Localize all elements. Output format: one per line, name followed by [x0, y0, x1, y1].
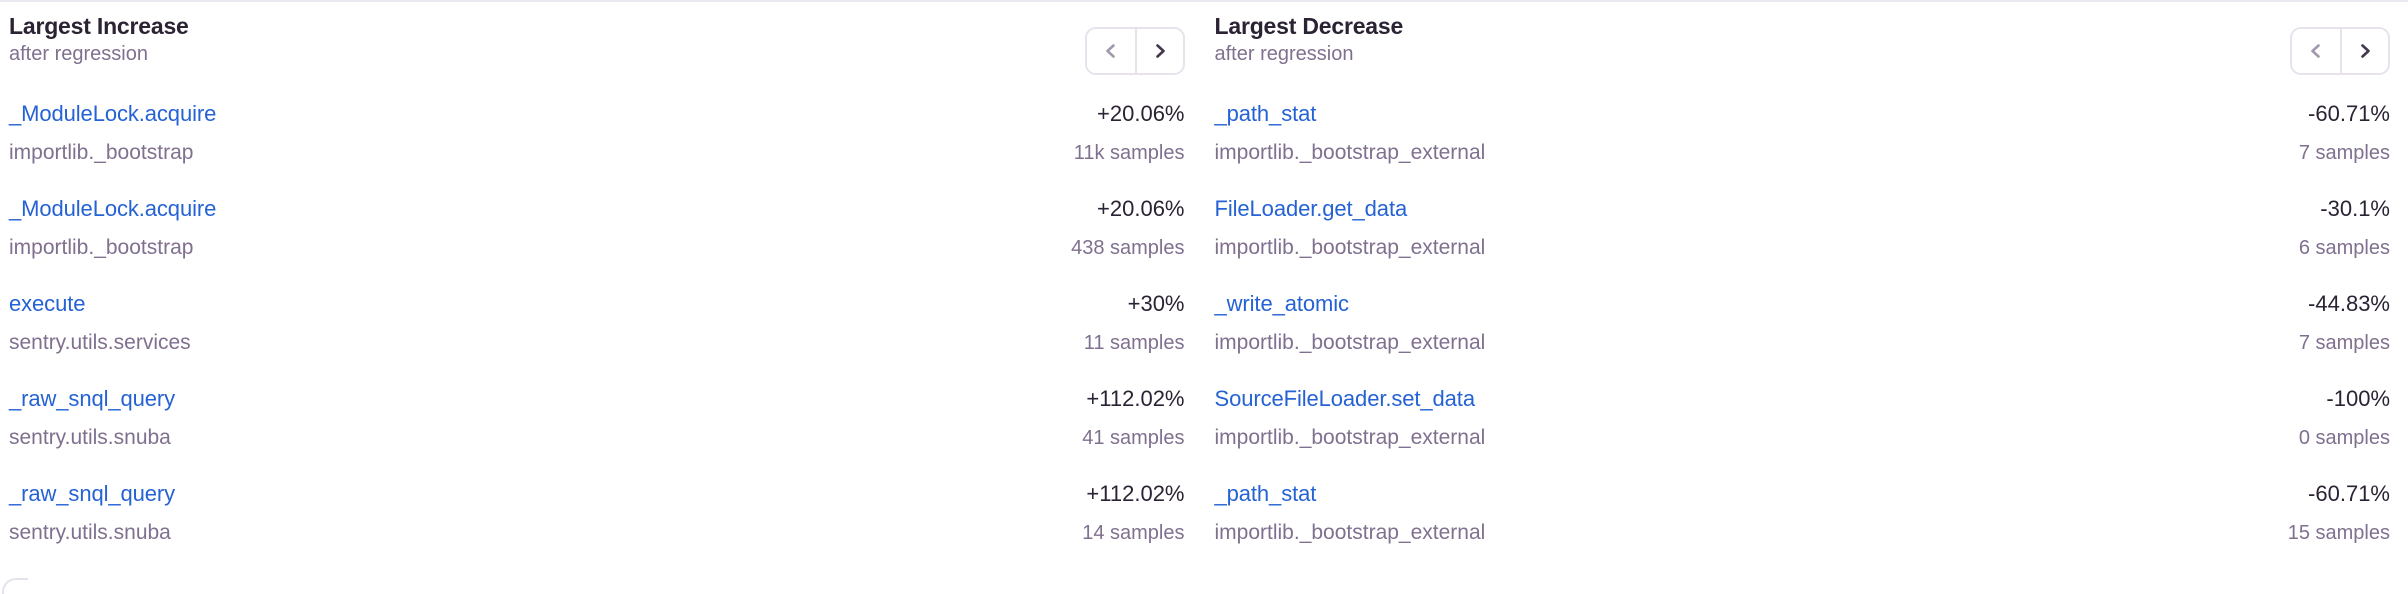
sample-count: 6 samples: [2298, 237, 2390, 259]
next-card-corner: [2, 578, 28, 594]
change-percent: -44.83%: [2308, 291, 2390, 316]
function-row: execute sentry.utils.services +30% 11 sa…: [9, 291, 1185, 386]
change-percent: -60.71%: [2308, 101, 2390, 126]
chevron-left-icon: [1105, 44, 1115, 58]
function-link[interactable]: SourceFileLoader.set_data: [1214, 386, 1476, 411]
chevron-right-icon: [1155, 44, 1165, 58]
change-percent: -60.71%: [2308, 481, 2390, 506]
function-link[interactable]: _ModuleLock.acquire: [9, 196, 217, 221]
panel-header: Largest Decrease after regression: [1215, 12, 2390, 75]
next-page-button[interactable]: [1134, 29, 1183, 73]
prev-page-button[interactable]: [1086, 29, 1135, 73]
panel-subtitle: after regression: [1214, 43, 1354, 65]
package-label: importlib._bootstrap_external: [1214, 141, 1486, 164]
sample-count: 11 samples: [1083, 332, 1185, 354]
package-label: sentry.utils.services: [9, 331, 191, 354]
package-label: sentry.utils.snuba: [9, 521, 171, 544]
function-row: _raw_snql_query sentry.utils.snuba +112.…: [9, 481, 1185, 576]
sample-count: 11k samples: [1073, 142, 1185, 164]
function-link[interactable]: _path_stat: [1214, 101, 1317, 126]
change-percent: +20.06%: [1097, 101, 1185, 126]
function-link[interactable]: FileLoader.get_data: [1214, 196, 1408, 221]
sample-count: 41 samples: [1082, 427, 1185, 449]
function-row: FileLoader.get_data importlib._bootstrap…: [1215, 196, 2391, 291]
next-page-button[interactable]: [2340, 29, 2388, 73]
change-percent: +30%: [1127, 291, 1185, 316]
function-link[interactable]: _path_stat: [1214, 481, 1317, 506]
function-row: _ModuleLock.acquire importlib._bootstrap…: [9, 196, 1185, 291]
package-label: importlib._bootstrap_external: [1214, 331, 1486, 354]
panel-title: Largest Increase: [9, 13, 189, 39]
panel-heading: Largest Increase after regression: [9, 12, 189, 66]
function-link[interactable]: _raw_snql_query: [9, 481, 176, 506]
function-link[interactable]: _raw_snql_query: [9, 386, 176, 411]
package-label: importlib._bootstrap: [9, 236, 194, 259]
function-row: _raw_snql_query sentry.utils.snuba +112.…: [9, 386, 1185, 481]
package-label: importlib._bootstrap: [9, 141, 194, 164]
sample-count: 0 samples: [2298, 427, 2390, 449]
change-percent: +112.02%: [1086, 481, 1185, 506]
change-percent: +112.02%: [1086, 386, 1185, 411]
panel-subtitle: after regression: [9, 43, 148, 65]
sample-count: 7 samples: [2298, 332, 2390, 354]
panel-heading: Largest Decrease after regression: [1215, 12, 1404, 66]
prev-page-button[interactable]: [2292, 29, 2340, 73]
change-percent: -30.1%: [2320, 196, 2390, 221]
package-label: importlib._bootstrap_external: [1214, 521, 1486, 544]
package-label: importlib._bootstrap_external: [1214, 236, 1486, 259]
panel-header: Largest Increase after regression: [9, 12, 1185, 75]
panel-largest-decrease: Largest Decrease after regression _path_…: [1215, 12, 2391, 576]
function-link[interactable]: _write_atomic: [1214, 291, 1350, 316]
function-row: _path_stat importlib._bootstrap_external…: [1215, 101, 2391, 196]
sample-count: 7 samples: [2298, 142, 2390, 164]
card-top-border: [0, 0, 2408, 2]
sample-count: 14 samples: [1082, 522, 1185, 544]
function-row: SourceFileLoader.set_data importlib._boo…: [1215, 386, 2391, 481]
pagination-control: [1084, 27, 1185, 75]
package-label: importlib._bootstrap_external: [1214, 426, 1486, 449]
function-link[interactable]: execute: [9, 291, 86, 316]
function-row: _ModuleLock.acquire importlib._bootstrap…: [9, 101, 1185, 196]
function-row: _path_stat importlib._bootstrap_external…: [1215, 481, 2391, 576]
change-percent: +20.06%: [1097, 196, 1185, 221]
chevron-left-icon: [2311, 44, 2320, 58]
sample-count: 15 samples: [2287, 522, 2390, 544]
sample-count: 438 samples: [1071, 237, 1185, 259]
function-list: _path_stat importlib._bootstrap_external…: [1215, 101, 2391, 576]
pagination-control: [2290, 27, 2390, 75]
function-row: _write_atomic importlib._bootstrap_exter…: [1215, 291, 2391, 386]
regression-functions-panels: Largest Increase after regression _Modul…: [9, 12, 2391, 576]
panel-largest-increase: Largest Increase after regression _Modul…: [9, 12, 1185, 576]
change-percent: -100%: [2326, 386, 2390, 411]
chevron-right-icon: [2361, 44, 2370, 58]
function-list: _ModuleLock.acquire importlib._bootstrap…: [9, 101, 1185, 576]
function-link[interactable]: _ModuleLock.acquire: [9, 101, 217, 126]
panel-title: Largest Decrease: [1214, 13, 1404, 39]
package-label: sentry.utils.snuba: [9, 426, 171, 449]
